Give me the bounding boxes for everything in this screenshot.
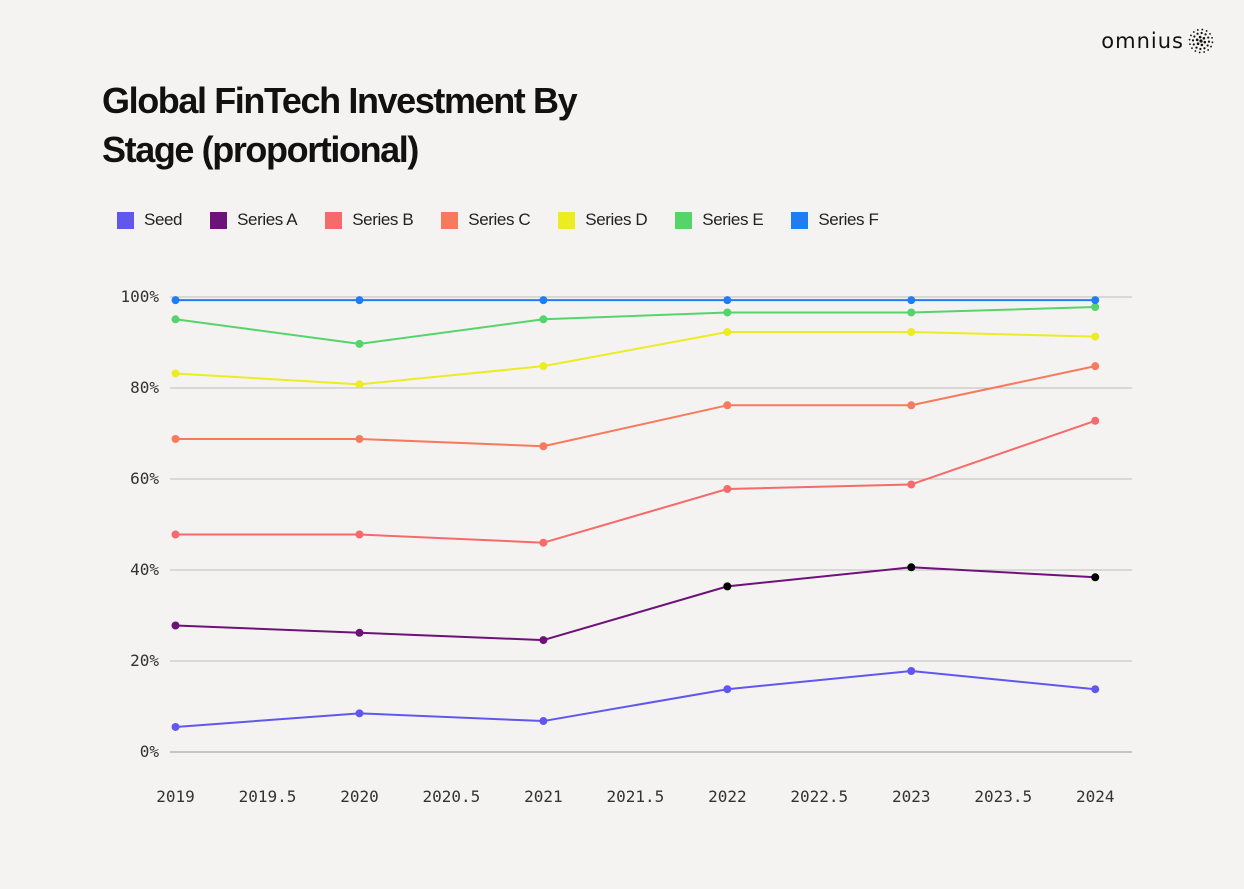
data-point — [171, 434, 180, 443]
data-point — [1091, 685, 1100, 694]
legend-item: Series B — [325, 210, 414, 230]
data-point — [907, 328, 916, 337]
data-point — [355, 530, 364, 539]
data-point — [1091, 573, 1100, 582]
y-tick-label: 100% — [120, 287, 159, 306]
chart-title: Global FinTech Investment By Stage (prop… — [102, 76, 622, 174]
data-point — [1091, 303, 1100, 312]
data-point — [907, 401, 916, 410]
y-tick-label: 60% — [130, 469, 159, 488]
brand-name: omnius — [1101, 29, 1184, 53]
x-tick-label: 2024 — [1076, 787, 1115, 806]
x-tick-label: 2023 — [892, 787, 931, 806]
legend-label: Series B — [352, 210, 414, 229]
x-tick-label: 2022 — [708, 787, 747, 806]
chart-title-line-1: Global FinTech Investment By — [102, 80, 578, 121]
data-point — [723, 296, 732, 305]
data-point — [723, 401, 732, 410]
legend-item: Series D — [558, 210, 648, 230]
x-tick-label: 2021.5 — [606, 787, 664, 806]
data-point — [539, 538, 548, 547]
data-point — [539, 717, 548, 726]
data-point — [723, 685, 732, 694]
legend-label: Series A — [237, 210, 298, 229]
y-tick-label: 40% — [130, 560, 159, 579]
y-tick-label: 80% — [130, 378, 159, 397]
legend-item: Series F — [791, 210, 879, 230]
data-point — [907, 563, 916, 572]
data-point — [171, 621, 180, 630]
data-point — [171, 530, 180, 539]
legend-swatch — [441, 211, 459, 229]
x-tick-label: 2023.5 — [974, 787, 1032, 806]
series-line — [175, 306, 1096, 345]
x-tick-label: 2020.5 — [423, 787, 481, 806]
data-point — [355, 296, 364, 305]
data-point — [723, 308, 732, 317]
legend-swatch — [210, 211, 228, 229]
legend-label: Seed — [144, 210, 183, 229]
legend-swatch — [325, 211, 343, 229]
data-point — [907, 296, 916, 305]
brand-logo: omnius — [1101, 28, 1214, 54]
data-point — [723, 485, 732, 494]
chart-legend: Seed Series A Series B Series C Series D Seri… — [117, 210, 906, 230]
x-tick-label: 2019.5 — [239, 787, 297, 806]
series-line — [175, 331, 1096, 386]
legend-item: Series A — [210, 210, 298, 230]
data-point — [355, 709, 364, 718]
data-point — [171, 315, 180, 324]
x-tick-label: 2020 — [340, 787, 379, 806]
y-tick-label: 0% — [140, 742, 160, 761]
data-point — [1091, 416, 1100, 425]
legend-label: Series D — [585, 210, 648, 229]
y-tick-label: 20% — [130, 651, 159, 670]
data-point — [1091, 296, 1100, 305]
data-point — [355, 628, 364, 637]
data-point — [907, 667, 916, 676]
data-point — [355, 380, 364, 389]
data-point — [907, 480, 916, 489]
legend-label: Series E — [702, 210, 764, 229]
data-point — [355, 339, 364, 348]
legend-item: Series C — [441, 210, 531, 230]
legend-label: Series F — [818, 210, 879, 229]
x-tick-label: 2021 — [524, 787, 563, 806]
legend-swatch — [791, 211, 809, 229]
data-point — [1091, 362, 1100, 371]
series-line — [175, 419, 1096, 544]
series-line — [175, 670, 1096, 728]
x-tick-label: 2019 — [156, 787, 195, 806]
data-point — [171, 722, 180, 731]
data-point — [723, 582, 732, 591]
chart-title-line-2: Stage (proportional) — [102, 129, 419, 170]
series-line — [175, 365, 1096, 448]
dotted-sphere-icon — [1188, 28, 1214, 54]
x-tick-label: 2022.5 — [790, 787, 848, 806]
data-point — [171, 369, 180, 378]
data-point — [539, 315, 548, 324]
legend-swatch — [675, 211, 693, 229]
data-point — [1091, 332, 1100, 341]
legend-item: Series E — [675, 210, 764, 230]
data-point — [539, 296, 548, 305]
data-point — [539, 362, 548, 371]
legend-label: Series C — [468, 210, 531, 229]
legend-swatch — [117, 211, 134, 229]
legend-item: Seed — [117, 210, 183, 230]
data-point — [171, 296, 180, 305]
data-point — [907, 308, 916, 317]
data-point — [723, 328, 732, 337]
legend-swatch — [558, 211, 576, 229]
series-line — [175, 566, 1096, 642]
data-point — [355, 434, 364, 443]
data-point — [539, 442, 548, 451]
data-point — [539, 636, 548, 645]
